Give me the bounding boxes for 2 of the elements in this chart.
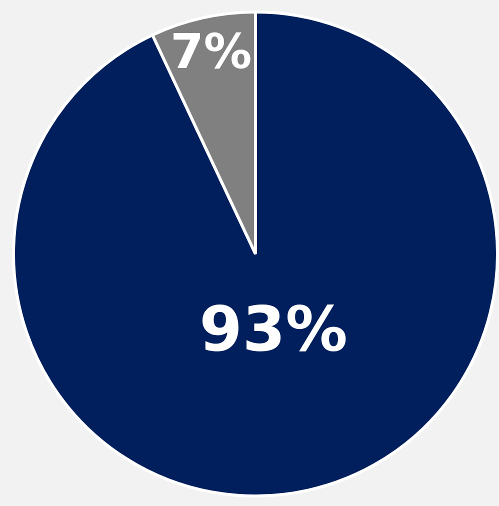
data-label: 93% (199, 292, 348, 366)
data-label: 7% (170, 24, 252, 80)
